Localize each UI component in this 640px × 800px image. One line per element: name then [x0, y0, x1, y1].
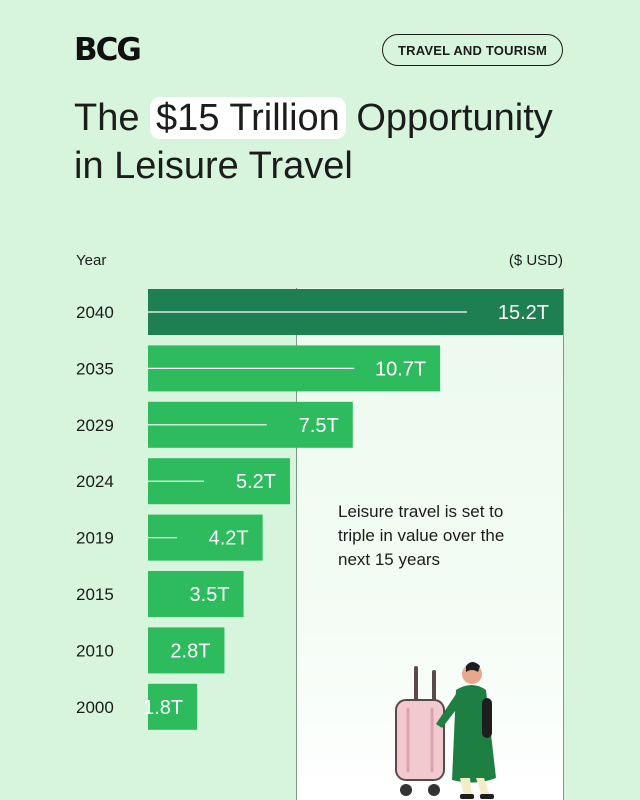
year-label-2010: 2010 — [76, 641, 114, 660]
suitcase-icon — [395, 666, 445, 796]
value-label-2010: 2.8T — [170, 640, 210, 662]
value-label-2040: 15.2T — [498, 302, 549, 324]
value-label-2019: 4.2T — [209, 528, 249, 550]
bcg-logo: BCG — [74, 32, 142, 68]
year-label-2040: 2040 — [76, 303, 114, 322]
x-axis-label: ($ USD) — [508, 252, 563, 269]
value-label-2015: 3.5T — [190, 584, 230, 606]
title-line2: in Leisure Travel — [74, 145, 353, 187]
page-title: The $15 Trillion Opportunity in Leisure … — [74, 94, 553, 190]
value-label-2024: 5.2T — [236, 471, 276, 493]
year-label-2015: 2015 — [76, 585, 114, 604]
value-label-2000: 1.8T — [143, 697, 183, 719]
title-suffix: Opportunity — [345, 97, 553, 139]
title-prefix: The — [74, 97, 151, 139]
year-label-2000: 2000 — [76, 698, 114, 717]
category-tag: TRAVEL AND TOURISM — [382, 34, 563, 66]
bar-2010 — [148, 627, 225, 674]
year-label-2035: 2035 — [76, 359, 114, 378]
traveler-figure — [436, 662, 496, 799]
year-label-2029: 2029 — [76, 416, 114, 435]
value-label-2035: 10.7T — [375, 358, 426, 380]
year-label-2019: 2019 — [76, 529, 114, 548]
annotation-text: Leisure travel is set to triple in value… — [338, 502, 505, 569]
traveler-illustration — [395, 662, 496, 799]
title-highlight: $15 Trillion — [150, 97, 346, 139]
bar-2000 — [148, 683, 198, 730]
y-axis-label: Year — [76, 252, 107, 269]
bar-2015 — [148, 571, 244, 617]
value-label-2029: 7.5T — [299, 415, 339, 437]
year-label-2024: 2024 — [76, 472, 114, 491]
